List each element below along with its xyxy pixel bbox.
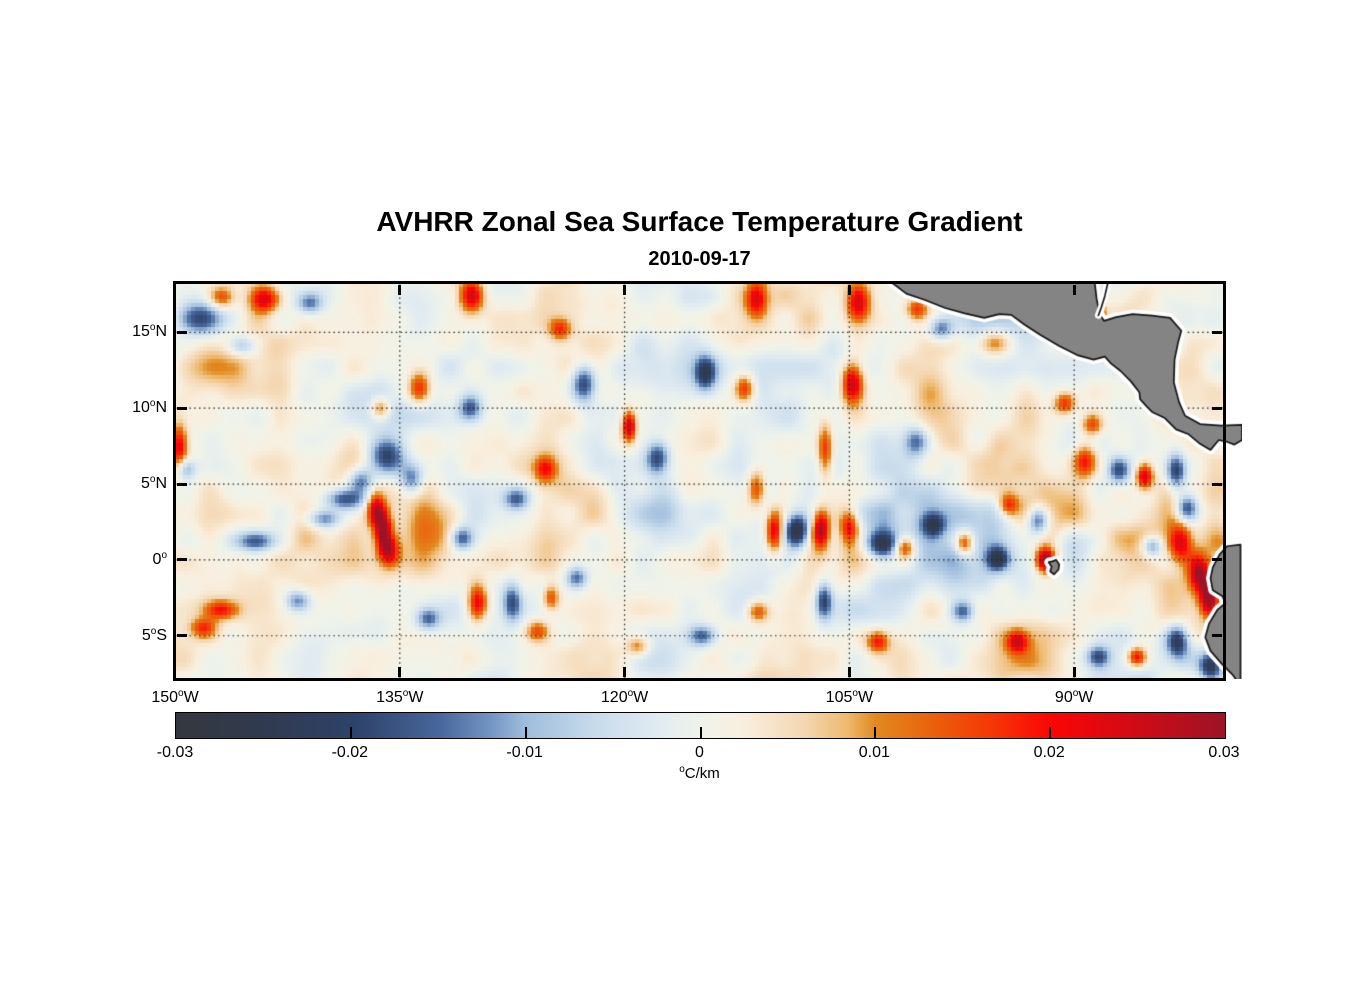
x-axis-tick-top: [847, 285, 851, 295]
degree-symbol: o: [402, 688, 409, 699]
chart-date: 2010-09-17: [648, 248, 751, 270]
x-axis-tick-top: [398, 285, 402, 295]
degree-symbol: o: [161, 549, 167, 561]
colorbar-tick-label-0.03: 0.03: [1208, 744, 1240, 761]
colorbar-tick: [1049, 727, 1052, 738]
chart-title: AVHRR Zonal Sea Surface Temperature Grad…: [376, 206, 1023, 237]
y-tick-label-5N: 5oN: [0, 474, 167, 494]
tick-degrees: 5: [141, 626, 151, 644]
x-axis-tick-bottom: [847, 667, 851, 677]
degree-symbol: o: [178, 688, 184, 699]
tick-hemisphere: W: [183, 689, 199, 706]
colorbar-tick: [524, 727, 527, 738]
tick-degrees: 5: [140, 475, 150, 493]
colorbar-tick: [349, 727, 352, 738]
sst-map-canvas: [175, 283, 1242, 679]
tick-hemisphere: W: [408, 689, 424, 706]
tick-degrees: 135: [376, 689, 403, 706]
y-axis-tick-left: [177, 558, 187, 562]
y-axis-tick-right: [1212, 330, 1222, 334]
colorbar-tick-label-0: 0: [695, 744, 704, 761]
y-axis-tick-right: [1212, 482, 1222, 486]
tick-hemisphere: W: [633, 689, 649, 706]
colorbar-unit-label: oC/km: [175, 764, 1224, 782]
y-tick-label-10N: 10oN: [0, 398, 167, 418]
tick-degrees: 10: [132, 399, 150, 417]
tick-degrees: 105: [825, 689, 853, 706]
degree-symbol: o: [852, 688, 858, 699]
x-axis-tick-top: [1072, 285, 1076, 295]
x-axis-tick-top: [623, 285, 627, 295]
y-axis-tick-right: [1212, 634, 1222, 638]
tick-hemisphere: N: [155, 475, 167, 493]
y-axis-tick-left: [177, 330, 187, 334]
x-tick-label-150W: 150oW: [130, 688, 220, 708]
tick-degrees: 90: [1054, 689, 1073, 706]
y-axis-tick-right: [1212, 406, 1222, 410]
y-tick-label-15N: 15oN: [0, 322, 167, 342]
x-axis-tick-bottom: [1072, 667, 1076, 677]
colorbar: [175, 712, 1226, 739]
degree-symbol: o: [1072, 688, 1079, 699]
y-tick-label-0eq: 0o: [0, 550, 167, 570]
tick-hemisphere: W: [857, 689, 874, 706]
colorbar-tick-label-0.02: 0.02: [1033, 744, 1065, 761]
y-axis-tick-left: [177, 406, 187, 410]
colorbar-tick-label-0.01: 0.01: [858, 744, 890, 761]
tick-degrees: 15: [132, 323, 150, 341]
y-axis-tick-left: [177, 634, 187, 638]
x-axis-tick-bottom: [398, 667, 402, 677]
tick-hemisphere: N: [155, 323, 167, 341]
degree-symbol: o: [149, 322, 156, 334]
tick-hemisphere: W: [1078, 689, 1094, 706]
tick-degrees: 0: [152, 550, 162, 568]
tick-degrees: 120: [600, 689, 628, 706]
y-axis-tick-left: [177, 482, 187, 486]
y-axis-tick-right: [1212, 558, 1222, 562]
colorbar-tick: [699, 727, 702, 738]
x-axis-tick-bottom: [623, 667, 627, 677]
tick-hemisphere: N: [155, 399, 167, 417]
degree-symbol: o: [150, 625, 157, 637]
degree-symbol: o: [149, 398, 156, 410]
colorbar-tick: [874, 727, 877, 738]
x-tick-label-120W: 120oW: [580, 688, 670, 708]
degree-symbol: o: [149, 474, 156, 486]
degree-symbol: o: [627, 688, 634, 699]
colorbar-tick-label--0.02: -0.02: [331, 744, 369, 761]
tick-degrees: 150: [151, 689, 179, 706]
y-tick-label-5S: 5oS: [0, 626, 167, 646]
colorbar-tick-label--0.01: -0.01: [506, 744, 543, 761]
x-tick-label-105W: 105oW: [804, 688, 894, 708]
x-tick-label-90W: 90oW: [1029, 688, 1119, 708]
colorbar-tick-label--0.03: -0.03: [156, 744, 194, 761]
tick-hemisphere: S: [156, 626, 167, 644]
x-tick-label-135W: 135oW: [355, 688, 445, 708]
degree-symbol: o: [679, 764, 685, 775]
colorbar-unit-text: C/km: [684, 765, 720, 782]
